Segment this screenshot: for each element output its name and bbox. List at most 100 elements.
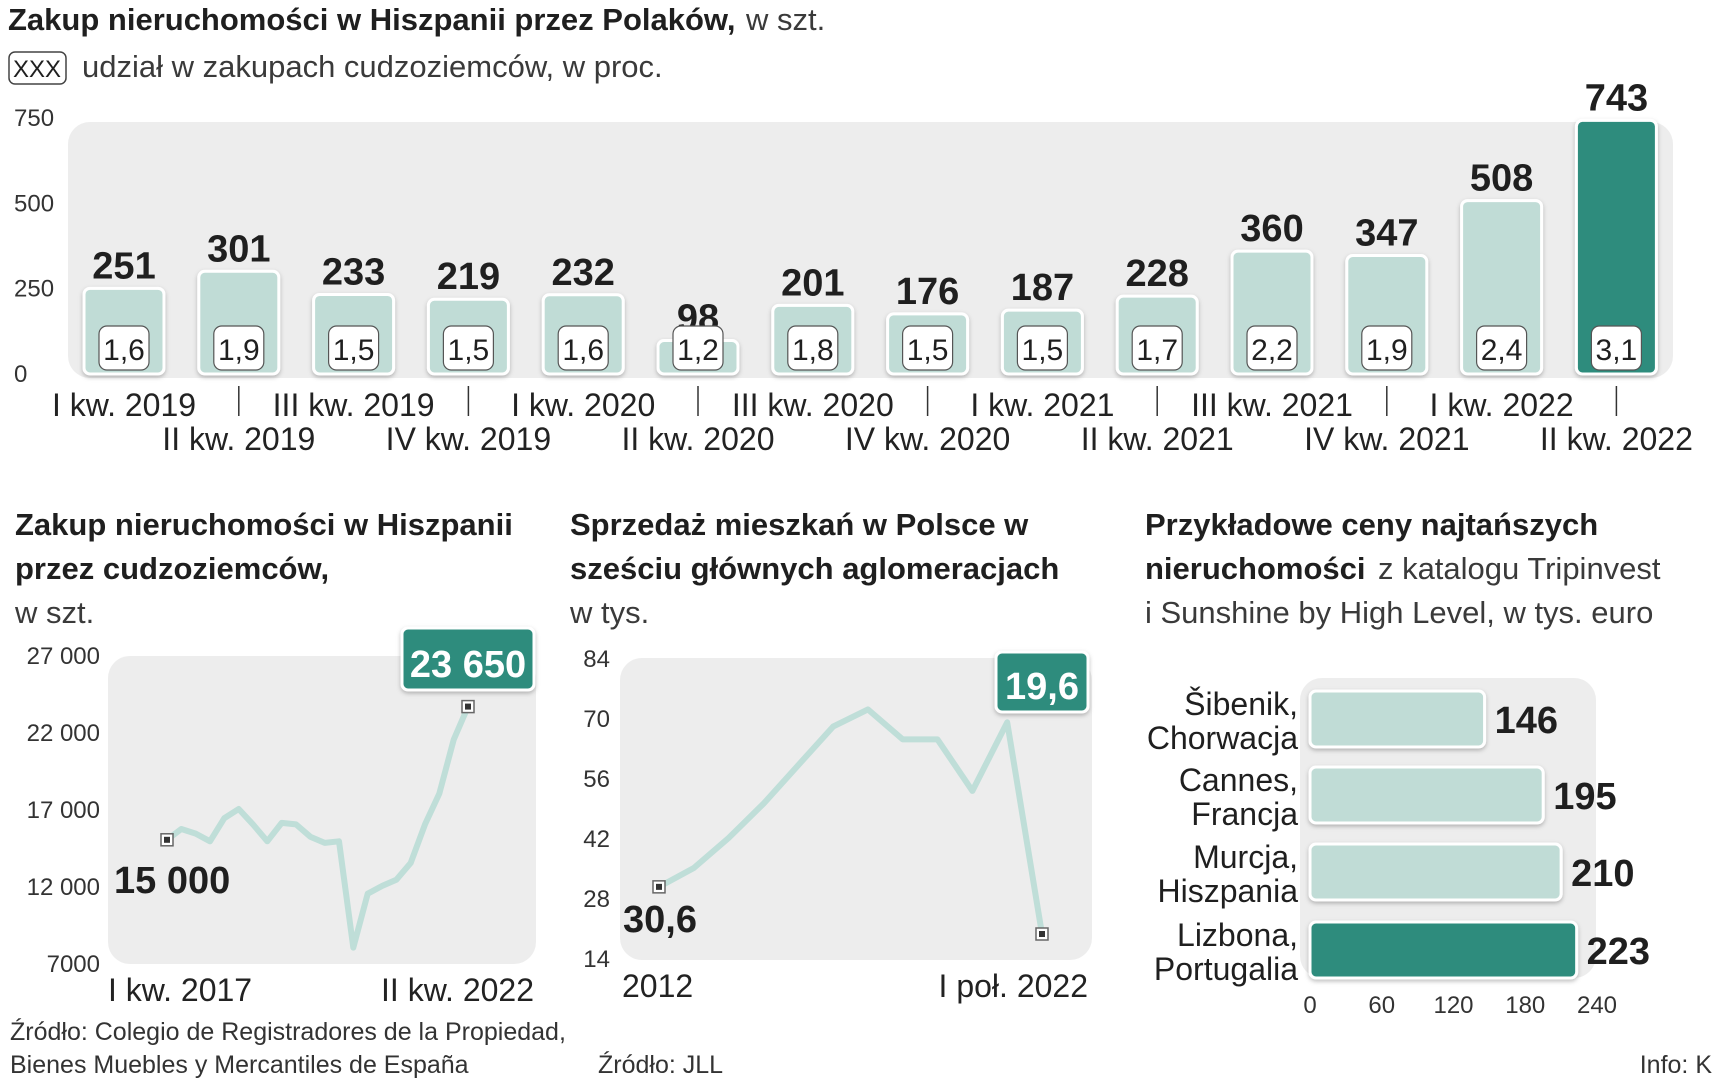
chart1-y-axis: 0 250 500 750 bbox=[14, 105, 54, 388]
chart1-share-box bbox=[98, 325, 150, 371]
chart1-y-tick-label: 500 bbox=[14, 190, 54, 217]
chart4-panel bbox=[1300, 678, 1596, 978]
chart1-value-label: 232 bbox=[551, 252, 614, 294]
chart2-source-line1: Źródło: Colegio de Registradores de la P… bbox=[10, 1017, 566, 1046]
chart4-category-line2: Francja bbox=[1191, 796, 1298, 832]
chart1-share-label: 2,4 bbox=[1481, 334, 1523, 367]
chart4-category-line2: Chorwacja bbox=[1147, 720, 1298, 756]
chart2-series-line bbox=[164, 703, 471, 951]
chart1-value-label: 201 bbox=[781, 262, 844, 304]
chart1-share-label: 1,7 bbox=[1136, 334, 1178, 367]
chart1-share-box bbox=[442, 325, 494, 371]
chart4-bar bbox=[1308, 842, 1563, 902]
chart1-value-label: 187 bbox=[1011, 267, 1074, 309]
chart3-end-value-label: 19,6 bbox=[1005, 666, 1079, 708]
chart1-bars: 2511,63011,92331,52191,52321,6981,22011,… bbox=[82, 77, 1658, 376]
chart1-value-label: 251 bbox=[92, 245, 155, 287]
chart3-start-marker-dot bbox=[656, 883, 662, 890]
chart1-share-label: 1,5 bbox=[333, 334, 375, 367]
chart1-value-label: 176 bbox=[896, 271, 959, 313]
chart1-share-box bbox=[1590, 325, 1643, 371]
legend-label: udział w zakupach cudzoziemców, w proc. bbox=[82, 49, 663, 84]
chart1-bar bbox=[1574, 118, 1658, 376]
chart3-end-marker-dot bbox=[1039, 931, 1045, 937]
chart1-share-box bbox=[213, 325, 265, 371]
chart1-x-label: IV kw. 2019 bbox=[386, 421, 551, 457]
chart1-share-box bbox=[787, 325, 839, 371]
chart3-title-line2: sześciu głównych aglomeracjach bbox=[570, 551, 1059, 586]
chart3-end-value-box bbox=[994, 650, 1090, 714]
chart3-y-tick-label: 42 bbox=[583, 826, 610, 853]
chart-poles-purchases: Zakup nieruchomości w Hiszpanii przez Po… bbox=[8, 2, 1693, 457]
chart2-x-start-label: I kw. 2017 bbox=[108, 972, 252, 1008]
chart2-start-value-label: 15 000 bbox=[114, 860, 230, 902]
chart4-value-label: 210 bbox=[1571, 853, 1634, 895]
chart1-share-label: 1,6 bbox=[562, 334, 604, 367]
chart1-share-box bbox=[328, 325, 380, 371]
chart3-plot: 14 28 42 56 70 84 30,6 19,6 2012 I poł. 2022 bbox=[583, 646, 1090, 1004]
chart1-x-label: II kw. 2022 bbox=[1540, 421, 1693, 457]
chart1-y-tick-label: 250 bbox=[14, 276, 54, 303]
chart2-unit: w szt. bbox=[14, 595, 94, 630]
chart-foreigners-purchases: Zakup nieruchomości w Hiszpanii przez cu… bbox=[10, 507, 566, 1079]
chart2-title-line2: przez cudzoziemców, bbox=[15, 551, 329, 586]
chart3-source: Źródło: JLL bbox=[598, 1050, 723, 1079]
chart1-x-label: I kw. 2021 bbox=[970, 387, 1114, 423]
chart4-title-line2-bold: nieruchomości bbox=[1145, 551, 1366, 586]
chart1-share-box bbox=[557, 325, 609, 371]
chart2-title-line1: Zakup nieruchomości w Hiszpanii bbox=[15, 507, 513, 542]
legend-box bbox=[8, 51, 67, 85]
chart1-x-label: II kw. 2019 bbox=[162, 421, 315, 457]
chart1-share-box bbox=[1131, 325, 1183, 371]
chart3-x-end-label: I poł. 2022 bbox=[939, 968, 1088, 1004]
chart1-value-label: 743 bbox=[1585, 77, 1648, 119]
chart1-share-label: 1,9 bbox=[218, 334, 260, 367]
chart1-share-label: 3,1 bbox=[1596, 334, 1638, 367]
chart3-y-tick-label: 14 bbox=[583, 946, 610, 973]
chart1-x-label: I kw. 2019 bbox=[52, 387, 196, 423]
credit: Info: K bbox=[1640, 1051, 1713, 1079]
chart1-x-label: I kw. 2022 bbox=[1430, 387, 1574, 423]
chart3-y-tick-label: 84 bbox=[583, 646, 610, 673]
legend-box-text: XXX bbox=[13, 56, 61, 83]
chart4-x-tick-label: 120 bbox=[1433, 992, 1473, 1019]
chart1-share-label: 1,6 bbox=[103, 334, 145, 367]
chart3-series-line bbox=[656, 706, 1045, 937]
chart1-share-box bbox=[1016, 325, 1069, 371]
chart2-y-tick-label: 27 000 bbox=[27, 643, 100, 670]
chart1-share-box bbox=[1361, 325, 1413, 371]
chart-poland-sales: Sprzedaż mieszkań w Polsce w sześciu głó… bbox=[569, 507, 1092, 1079]
chart1-share-label: 1,5 bbox=[448, 334, 490, 367]
chart1-value-label: 301 bbox=[207, 228, 270, 270]
chart-property-prices: Przykładowe ceny najtańszych nieruchomoś… bbox=[1145, 507, 1661, 1019]
chart2-end-value-label: 23 650 bbox=[410, 644, 526, 686]
chart4-category-line2: Portugalia bbox=[1154, 951, 1298, 987]
chart4-title-line2-rest: z katalogu Tripinvest bbox=[1378, 551, 1661, 586]
chart4-category-line1: Šibenik, bbox=[1184, 686, 1298, 722]
chart1-share-box bbox=[1246, 325, 1298, 371]
chart4-category-line1: Cannes, bbox=[1179, 762, 1298, 798]
chart1-value-label: 228 bbox=[1125, 253, 1188, 295]
chart3-unit: w tys. bbox=[569, 595, 649, 630]
chart1-share-label: 1,8 bbox=[792, 334, 834, 367]
chart1-share-box bbox=[672, 325, 724, 371]
chart3-title-line1: Sprzedaż mieszkań w Polsce w bbox=[570, 507, 1029, 542]
chart4-category-line2: Hiszpania bbox=[1157, 873, 1298, 909]
chart4-x-tick-label: 0 bbox=[1303, 992, 1316, 1019]
chart4-x-tick-label: 60 bbox=[1368, 992, 1395, 1019]
chart4-category-line1: Murcja, bbox=[1193, 839, 1298, 875]
chart2-y-tick-label: 12 000 bbox=[27, 874, 100, 901]
chart2-end-value-box bbox=[400, 626, 536, 692]
chart1-value-label: 360 bbox=[1240, 208, 1303, 250]
chart1-share-label: 1,5 bbox=[1022, 334, 1064, 367]
chart1-x-label: II kw. 2021 bbox=[1081, 421, 1234, 457]
chart4-title-line1: Przykładowe ceny najtańszych bbox=[1145, 507, 1598, 542]
chart1-panel bbox=[68, 122, 1673, 378]
chart1-share-label: 2,2 bbox=[1251, 334, 1293, 367]
chart1-share-label: 1,5 bbox=[907, 334, 949, 367]
chart1-title: Zakup nieruchomości w Hiszpanii przez Po… bbox=[8, 2, 736, 37]
chart4-x-tick-label: 240 bbox=[1577, 992, 1617, 1019]
chart1-share-box bbox=[1475, 325, 1528, 371]
chart1-unit: w szt. bbox=[745, 2, 825, 37]
